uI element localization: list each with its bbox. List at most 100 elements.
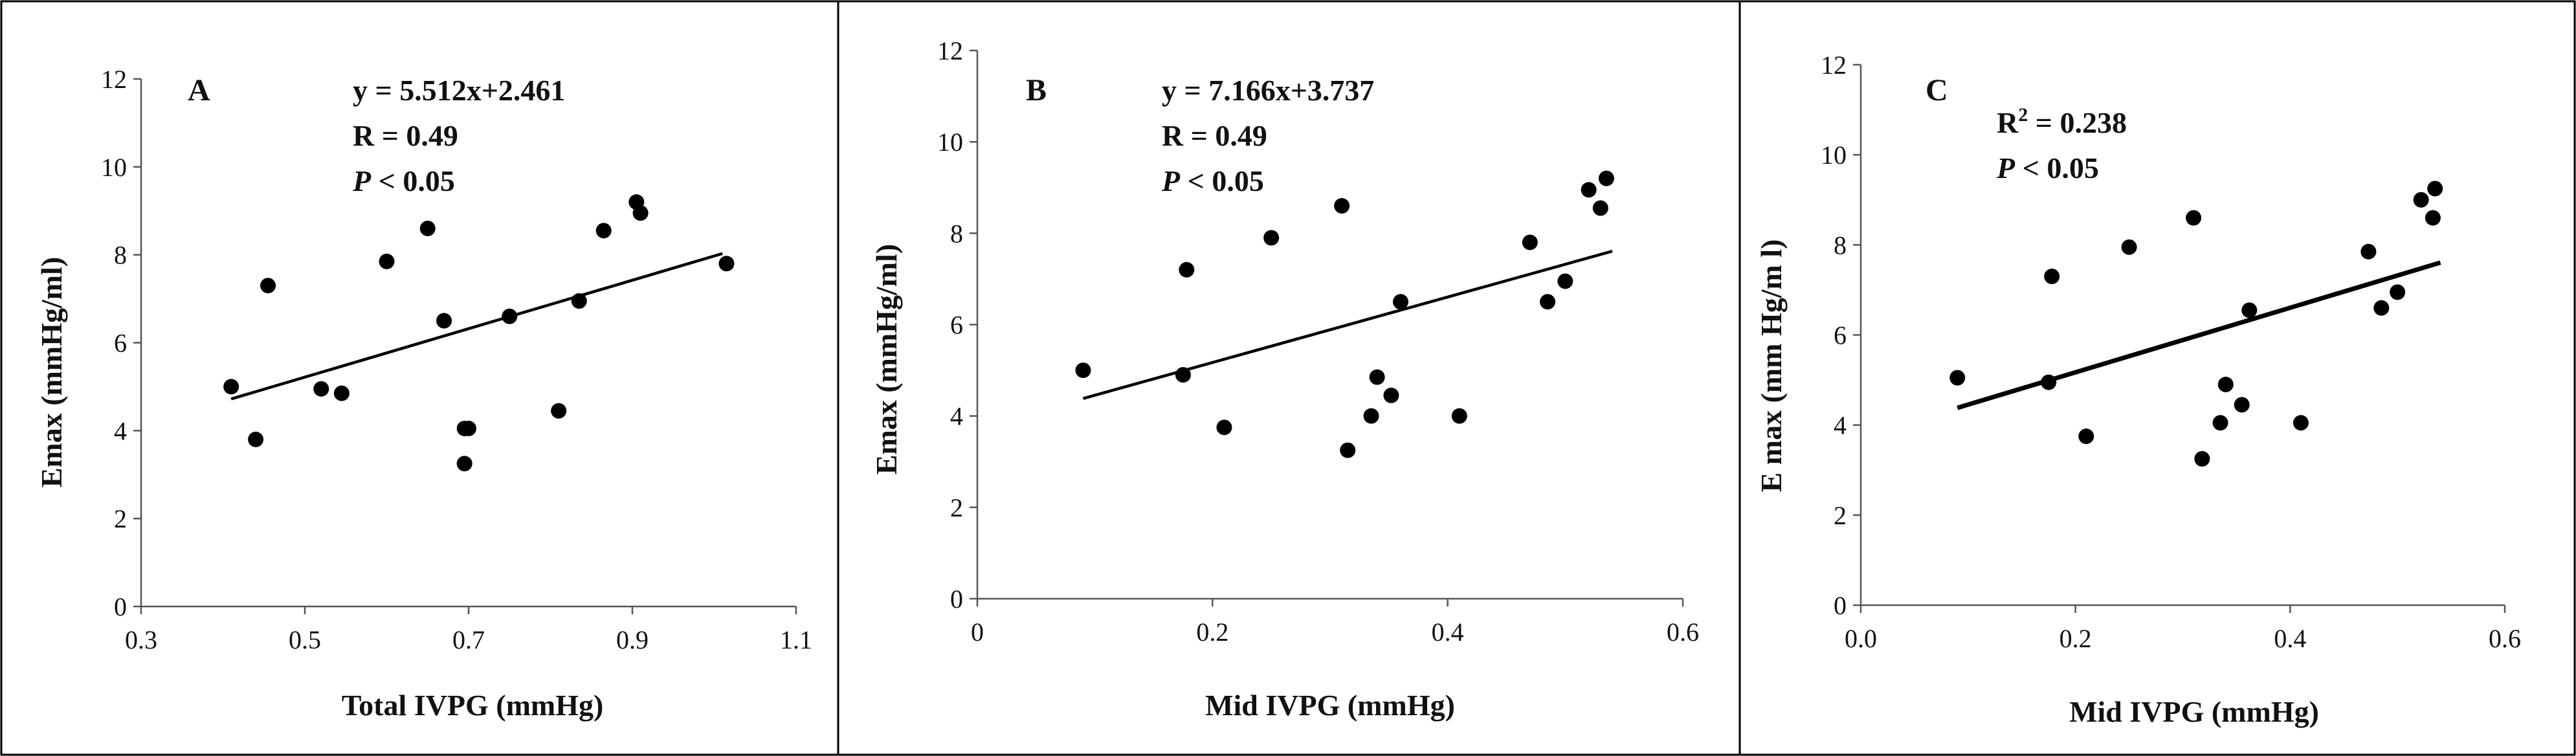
panel-a-y-tick-label: 10: [101, 153, 127, 182]
panel-b-y-tick-label: 0: [950, 584, 963, 614]
panel-c-y-axis-title: E max (mm Hg/m l): [1755, 239, 1788, 493]
panel-a-data-point: [248, 431, 264, 447]
panel-a-x-tick-label: 1.1: [780, 625, 812, 654]
panel-a-data-point: [718, 256, 735, 272]
panel-b-data-point: [1340, 442, 1356, 458]
panel-b-equation: y = 7.166x+3.737: [1162, 74, 1374, 107]
panel-b-data-point: [1369, 369, 1385, 385]
panel-b-x-tick-label: 0.4: [1432, 617, 1464, 647]
panel-a-data-point: [461, 420, 476, 436]
panel-a-data-point: [571, 293, 587, 309]
panel-a-equation: y = 5.512x+2.461: [353, 74, 565, 107]
panel-c-r-squared: R2 = 0.238: [1997, 104, 2127, 139]
panel-b-y-tick-label: 4: [950, 402, 963, 431]
panel-c-data-point: [1949, 370, 1966, 386]
panel-b-data-point: [1075, 362, 1091, 379]
panel-b-p-value: P < 0.05: [1161, 164, 1264, 197]
panel-b-y-tick-label: 12: [937, 36, 963, 65]
panel-c: E max (mm Hg/m l) Mid IVPG (mmHg) C R2 =…: [1755, 50, 2521, 728]
panel-b: Emax (mmHg/ml) Mid IVPG (mmHg) B y = 7.1…: [870, 36, 1699, 722]
panel-a-x-tick-label: 0.5: [289, 625, 321, 654]
panel-a-data-point: [456, 456, 472, 472]
panel-c-x-tick-label: 0.0: [1845, 624, 1877, 653]
panel-c-p-symbol: P: [1996, 151, 2015, 184]
panel-c-data-point: [2360, 243, 2377, 260]
panel-c-r-symbol: R: [1997, 106, 2019, 139]
panel-b-data-point: [1216, 419, 1232, 436]
panel-a-data-point: [436, 313, 452, 329]
panel-a-y-tick-label: 6: [114, 329, 127, 358]
panel-c-data-point: [2390, 284, 2406, 300]
panel-c-p-value: P < 0.05: [1996, 151, 2099, 184]
panel-a-r-value: R = 0.49: [353, 119, 458, 152]
panel-b-trendline: [1082, 249, 1613, 400]
panel-c-data-point: [2194, 450, 2210, 467]
panel-a-data-point: [632, 205, 649, 221]
panel-b-data-point: [1263, 230, 1280, 246]
panel-b-y-tick-label: 8: [950, 219, 963, 248]
panel-a-y-tick-label: 0: [114, 592, 127, 621]
panel-c-p-threshold: < 0.05: [2015, 151, 2099, 184]
panel-a-y-tick-label: 12: [101, 65, 127, 94]
panel-c-y-tick-label: 8: [1834, 230, 1847, 260]
panel-a-label: A: [188, 73, 210, 107]
panel-a: Emax (mmHg/ml) Total IVPG (mmHg) A y = 5…: [35, 65, 812, 722]
panel-a-data-point: [260, 278, 276, 294]
panel-a-x-tick-label: 0.9: [616, 625, 649, 654]
panel-a-y-tick-label: 4: [114, 416, 127, 445]
panel-b-data-point: [1581, 182, 1597, 198]
panel-b-y-tick-label: 2: [950, 493, 963, 522]
panel-c-label: C: [1926, 73, 1948, 107]
panel-a-data-point: [595, 223, 612, 239]
panel-c-y-tick-label: 12: [1821, 50, 1847, 80]
panel-b-data-point: [1540, 294, 1556, 310]
panel-c-data-point: [2078, 428, 2094, 445]
panel-c-y-tick-label: 10: [1821, 140, 1847, 170]
panel-c-r-squared-value: = 0.238: [2028, 106, 2127, 139]
panel-c-y-tick-label: 4: [1834, 411, 1847, 440]
panel-b-y-tick-label: 10: [937, 128, 963, 157]
panel-b-x-axis-title: Mid IVPG (mmHg): [1205, 689, 1455, 722]
panel-a-data-point: [379, 253, 395, 269]
panel-a-y-tick-label: 2: [114, 504, 127, 533]
panel-b-y-axis-title: Emax (mmHg/ml): [870, 244, 903, 474]
panel-c-data-point: [2234, 397, 2250, 413]
panel-c-data-point: [2217, 377, 2234, 393]
panel-a-trendline: [230, 252, 723, 401]
panel-b-data-point: [1334, 197, 1350, 214]
panel-c-data-point: [2044, 269, 2060, 285]
panel-b-data-point: [1598, 170, 1614, 186]
panel-a-p-symbol: P: [352, 164, 372, 197]
panel-b-data-point: [1451, 408, 1467, 424]
panel-c-data-point: [2425, 210, 2441, 226]
panel-a-data-point: [502, 308, 518, 324]
panel-b-x-tick-label: 0: [971, 617, 984, 647]
panel-b-r-value: R = 0.49: [1162, 119, 1267, 152]
panel-b-data-point: [1393, 294, 1408, 310]
panel-a-y-tick-label: 8: [114, 241, 127, 270]
panel-b-data-point: [1383, 387, 1399, 403]
panel-c-data-point: [2427, 181, 2443, 197]
panel-b-data-point: [1175, 367, 1191, 383]
panel-a-y-axis-title: Emax (mmHg/ml): [35, 257, 68, 487]
panel-c-x-tick-label: 0.2: [2060, 624, 2092, 653]
panel-c-data-point: [2413, 192, 2429, 208]
panel-a-data-point: [419, 220, 436, 236]
panel-b-y-tick-label: 6: [950, 311, 963, 340]
panel-b-label: B: [1026, 73, 1047, 107]
panel-c-data-point: [2293, 415, 2309, 431]
panel-c-y-tick-label: 0: [1834, 591, 1847, 620]
panel-b-data-point: [1522, 234, 1538, 250]
panel-c-x-tick-label: 0.6: [2489, 624, 2521, 653]
panel-c-data-point: [2121, 239, 2137, 255]
panel-a-p-value: P < 0.05: [352, 164, 455, 197]
panel-a-p-threshold: < 0.05: [371, 164, 455, 197]
panel-a-x-axis-title: Total IVPG (mmHg): [342, 689, 604, 722]
panel-b-p-threshold: < 0.05: [1180, 164, 1264, 197]
panel-c-data-point: [2373, 300, 2390, 316]
panel-a-x-tick-label: 0.7: [452, 625, 485, 654]
panel-c-y-tick-label: 6: [1834, 321, 1847, 350]
panel-a-x-tick-label: 0.3: [125, 625, 157, 654]
